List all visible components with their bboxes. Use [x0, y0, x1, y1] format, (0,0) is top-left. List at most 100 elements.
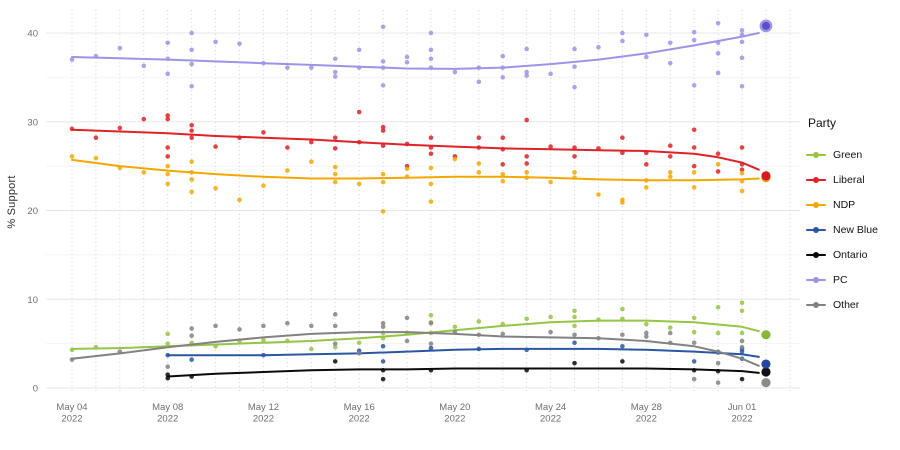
y-tick-label: 20: [27, 206, 38, 217]
data-point: [189, 83, 194, 89]
data-point: [237, 327, 242, 332]
data-point: [500, 171, 506, 177]
data-point: [332, 323, 338, 329]
data-point: [524, 73, 529, 78]
data-point: [165, 40, 171, 46]
data-point: [165, 116, 171, 122]
data-point: [165, 341, 171, 346]
data-point: [237, 41, 242, 46]
data-point: [691, 315, 697, 321]
data-point: [380, 128, 386, 133]
data-point: [667, 60, 673, 66]
data-point: [332, 359, 338, 364]
data-point: [715, 20, 721, 26]
data-point: [261, 337, 266, 343]
data-point: [524, 154, 529, 159]
data-point: [500, 162, 506, 167]
data-point: [332, 74, 338, 79]
data-point: [644, 54, 649, 60]
data-point: [620, 30, 625, 36]
data-point: [715, 169, 721, 174]
data-point: [380, 324, 386, 330]
data-point: [380, 83, 386, 88]
data-point: [356, 340, 362, 346]
data-point: [69, 57, 75, 62]
data-point: [500, 53, 506, 59]
data-point: [404, 166, 410, 172]
data-point: [500, 178, 506, 184]
x-tick-label: May 16 2022: [344, 402, 375, 425]
data-point: [739, 308, 745, 314]
data-point: [380, 179, 386, 185]
gridlines-major: [46, 32, 800, 389]
data-point: [380, 343, 386, 349]
data-point: [476, 319, 482, 324]
data-point: [691, 37, 697, 43]
data-point: [428, 312, 434, 318]
data-point: [715, 304, 721, 310]
legend-item-pc: PC: [806, 267, 898, 292]
data-point: [572, 145, 577, 150]
data-point: [596, 44, 601, 50]
data-point: [572, 340, 577, 346]
series-liberal-points: [69, 109, 745, 174]
data-point: [428, 181, 434, 187]
data-point: [309, 65, 314, 70]
election-result-dot-ontario: [761, 367, 771, 377]
x-tick-label: May 28 2022: [631, 402, 662, 425]
legend-item-ontario: Ontario: [806, 242, 898, 267]
data-point: [620, 200, 625, 205]
legend-item-other: Other: [806, 292, 898, 317]
legend-key-ndp-icon: [806, 200, 826, 210]
data-point: [141, 170, 147, 175]
legend-item-new-blue: New Blue: [806, 217, 898, 242]
data-point: [739, 55, 745, 61]
data-point: [165, 113, 171, 118]
data-point: [165, 331, 171, 337]
data-point: [428, 30, 434, 36]
data-point: [189, 128, 194, 133]
data-point: [572, 308, 577, 314]
data-point: [739, 376, 745, 382]
data-point: [715, 360, 721, 366]
data-point: [356, 181, 362, 187]
data-point: [715, 151, 721, 156]
data-point: [189, 177, 194, 182]
data-point: [691, 340, 697, 346]
data-point: [285, 145, 290, 150]
data-point: [165, 171, 171, 177]
data-point: [548, 179, 553, 185]
data-point: [141, 63, 147, 69]
data-point: [332, 312, 338, 317]
data-point: [691, 163, 697, 169]
data-point: [356, 109, 362, 115]
y-tick-label: 30: [27, 117, 38, 128]
data-point: [93, 155, 99, 161]
data-point: [404, 59, 410, 65]
data-point: [332, 344, 338, 350]
data-point: [237, 197, 242, 203]
data-point: [667, 143, 673, 149]
data-point: [165, 163, 171, 169]
data-point: [644, 32, 649, 38]
data-point: [428, 341, 434, 346]
data-point: [715, 380, 721, 385]
legend-label: NDP: [833, 198, 856, 211]
legend-item-green: Green: [806, 142, 898, 167]
election-result-dot-other: [761, 378, 771, 388]
data-point: [428, 135, 434, 141]
data-point: [739, 188, 745, 194]
legend-item-liberal: Liberal: [806, 167, 898, 192]
x-tick-label: May 08 2022: [152, 402, 183, 425]
data-point: [332, 135, 338, 141]
data-point: [667, 330, 673, 336]
data-point: [428, 165, 434, 171]
data-point: [572, 154, 577, 159]
data-point: [189, 30, 194, 36]
data-point: [309, 159, 314, 164]
data-point: [309, 323, 314, 329]
data-point: [572, 323, 577, 329]
data-point: [667, 154, 673, 159]
